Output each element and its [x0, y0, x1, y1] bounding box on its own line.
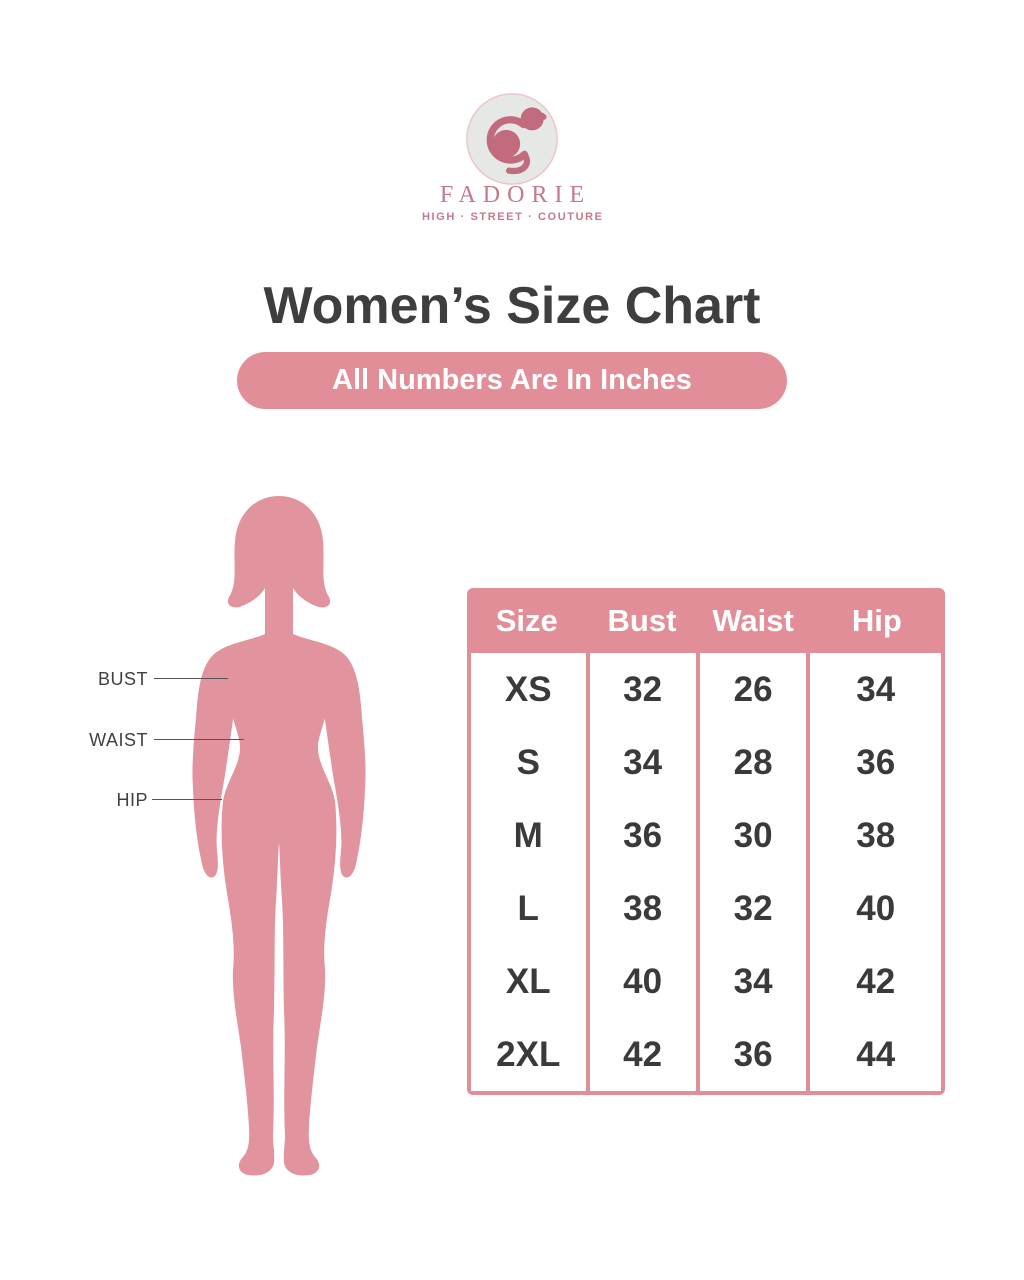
table-cell: XS — [504, 669, 552, 709]
size-table-header: Size Bust Waist Hip — [467, 588, 945, 653]
table-cell: 28 — [733, 742, 773, 782]
brand-tagline: HIGH · STREET · COUTURE — [421, 211, 604, 223]
hip-label: HIP — [116, 790, 148, 810]
waist-column: 26 28 30 32 34 36 — [699, 653, 807, 1091]
table-cell: 34 — [623, 742, 663, 782]
hip-pointer-line — [152, 799, 222, 800]
table-cell: S — [516, 742, 540, 782]
woman-silhouette — [192, 496, 366, 1176]
waist-label: WAIST — [89, 730, 148, 750]
table-cell: 36 — [856, 742, 896, 782]
bust-pointer-line — [154, 678, 228, 679]
table-cell: 36 — [733, 1034, 773, 1074]
table-cell: 32 — [623, 669, 663, 709]
brand-logo-icon — [466, 93, 558, 185]
hip-column: 34 36 38 40 42 44 — [810, 653, 941, 1091]
table-cell: 34 — [856, 669, 896, 709]
table-cell: 36 — [623, 815, 663, 855]
table-cell: 2XL — [496, 1034, 561, 1074]
table-cell: XL — [505, 961, 551, 1001]
page-title: Women’s Size Chart — [263, 277, 761, 335]
table-cell: 40 — [623, 961, 663, 1001]
table-cell: 42 — [856, 961, 896, 1001]
table-cell: M — [513, 815, 543, 855]
size-table-body: XS S M L XL 2XL 32 34 36 38 40 42 26 28 … — [467, 653, 945, 1095]
column-header-bust: Bust — [607, 602, 677, 638]
table-cell: L — [517, 888, 539, 928]
waist-pointer-line — [154, 739, 244, 740]
table-cell: 38 — [623, 888, 663, 928]
table-cell: 44 — [856, 1034, 896, 1074]
size-table: Size Bust Waist Hip XS S M L XL 2XL 32 3… — [467, 588, 945, 1095]
table-cell: 38 — [856, 815, 896, 855]
table-cell: 32 — [733, 888, 773, 928]
table-cell: 42 — [623, 1034, 663, 1074]
column-header-waist: Waist — [712, 602, 794, 638]
column-header-hip: Hip — [851, 602, 902, 638]
units-banner: All Numbers Are In Inches — [237, 352, 787, 409]
table-cell: 34 — [733, 961, 773, 1001]
bust-column: 32 34 36 38 40 42 — [589, 653, 696, 1091]
column-header-size: Size — [495, 602, 558, 638]
brand-name: FADORIE — [439, 182, 592, 208]
table-cell: 26 — [733, 669, 773, 709]
table-cell: 40 — [856, 888, 896, 928]
bust-label: BUST — [97, 669, 148, 689]
size-column: XS S M L XL 2XL — [471, 653, 586, 1091]
table-cell: 30 — [733, 815, 773, 855]
